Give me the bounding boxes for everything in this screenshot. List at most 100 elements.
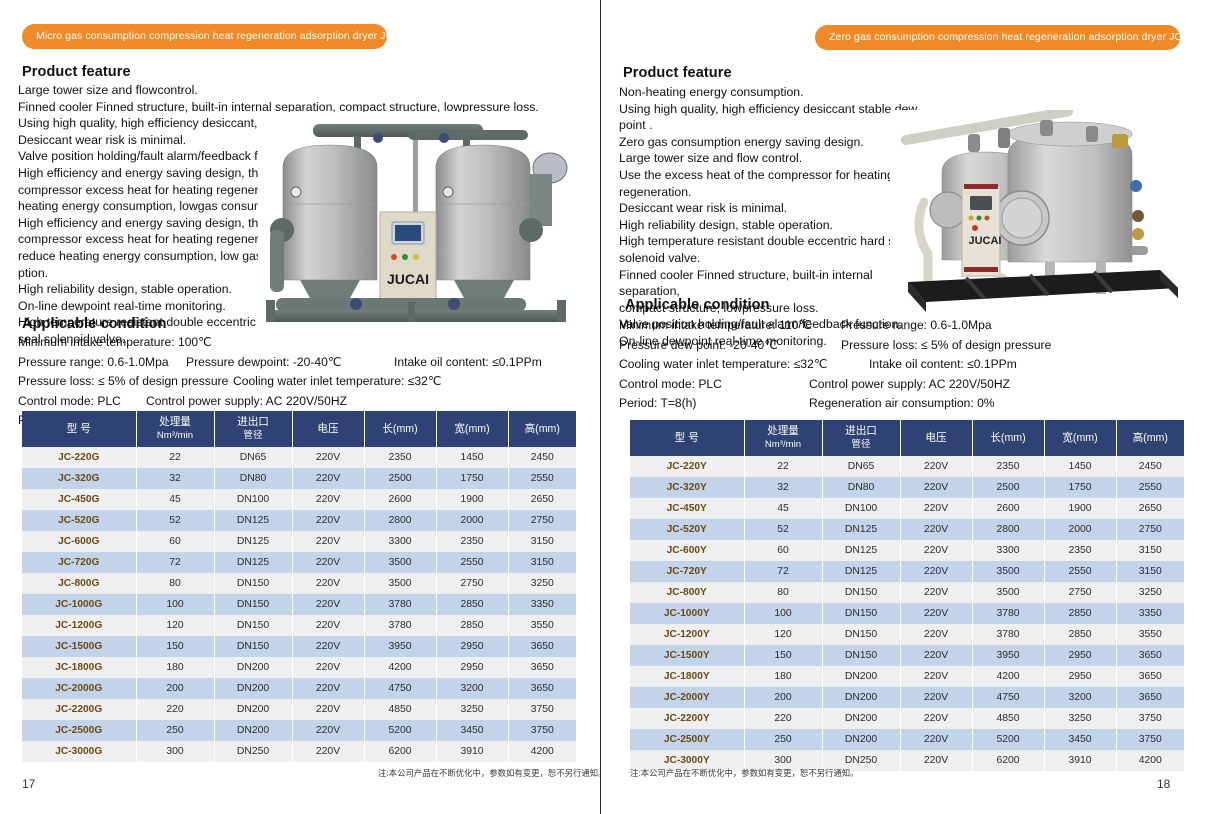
cell-value: 1900	[436, 489, 509, 510]
applicable-condition-list-right: Minimum intake temperature: 110℃ Pressure…	[619, 316, 1189, 414]
cell-value: DN125	[822, 540, 901, 561]
cell-value: 2850	[1044, 603, 1117, 624]
cell-value: 220V	[292, 552, 365, 573]
spec-table-header-cell: 型 号	[630, 420, 745, 456]
cell-model: JC-1800Y	[630, 666, 745, 687]
cell-value: 3500	[364, 573, 437, 594]
feature-item: Valve position holding/fault alarm/feedb…	[619, 317, 902, 332]
cell-value: 2350	[972, 456, 1045, 477]
cell-value: 220V	[292, 468, 365, 489]
cell-value: 2550	[436, 552, 509, 573]
cell-value: 3500	[364, 552, 437, 573]
cell-value: 4200	[1116, 750, 1184, 771]
cell-model: JC-220Y	[630, 456, 745, 477]
table-row: JC-2000Y 200 DN200 220V 4750 3200 3650	[630, 687, 1184, 708]
spec-table-header-cell: 宽(mm)	[1044, 420, 1117, 456]
cell-value: 3910	[436, 741, 509, 762]
cell-value: 1750	[436, 468, 509, 489]
feature-item: High reliability design, stable operatio…	[619, 217, 833, 232]
feature-item: High temperature resistant double eccent…	[18, 315, 284, 346]
condition-row: Pressure dew point: -20-40℃ Pressure loss…	[619, 336, 1189, 356]
cell-value: 3650	[1116, 666, 1184, 687]
cell-value: 100	[744, 603, 823, 624]
cell-value: 2350	[436, 531, 509, 552]
header-sub: 管径	[243, 430, 263, 441]
cell-value: 220V	[292, 720, 365, 741]
cell-value: 2650	[1116, 498, 1184, 519]
table-row: JC-600G 60 DN125 220V 3300 2350 3150	[22, 531, 576, 552]
cell-value: DN125	[214, 531, 293, 552]
cell-value: 3650	[508, 678, 576, 699]
cell-value: DN200	[822, 666, 901, 687]
cell-value: 3250	[1116, 582, 1184, 603]
cell-value: 2000	[436, 510, 509, 531]
cell-model: JC-3000Y	[630, 750, 745, 771]
feature-item: Large tower size and flow control.	[619, 151, 803, 166]
header-main: 电压	[925, 431, 947, 444]
header-main: 宽(mm)	[1062, 431, 1098, 444]
cell-value: 120	[744, 624, 823, 645]
table-row: JC-2500G 250 DN200 220V 5200 3450 3750	[22, 720, 576, 741]
cell-value: 4850	[364, 699, 437, 720]
cell-value: 2850	[1044, 624, 1117, 645]
condition-item: Intake oil content: ≤0.1PPm	[394, 354, 542, 369]
table-row: JC-1000G 100 DN150 220V 3780 2850 3350	[22, 594, 576, 615]
cell-value: DN150	[822, 603, 901, 624]
table-row: JC-220G 22 DN65 220V 2350 1450 2450	[22, 447, 576, 468]
cell-value: 3550	[1116, 624, 1184, 645]
table-row: JC-1200G 120 DN150 220V 3780 2850 3550	[22, 615, 576, 636]
table-row: JC-320G 32 DN80 220V 2500 1750 2550	[22, 468, 576, 489]
cell-value: 220	[744, 708, 823, 729]
cell-value: 3450	[436, 720, 509, 741]
cell-value: 4200	[972, 666, 1045, 687]
condition-row: Period: T=8(h) Regeneration air consumpti…	[619, 394, 1189, 414]
cell-value: 2450	[1116, 456, 1184, 477]
cell-value: 2750	[1116, 519, 1184, 540]
cell-value: 220V	[292, 678, 365, 699]
table-row: JC-450G 45 DN100 220V 2600 1900 2650	[22, 489, 576, 510]
cell-value: 3650	[508, 657, 576, 678]
table-row: JC-800Y 80 DN150 220V 3500 2750 3250	[630, 582, 1184, 603]
table-row: JC-3000Y 300 DN250 220V 6200 3910 4200	[630, 750, 1184, 771]
cell-value: 220V	[292, 636, 365, 657]
cell-value: DN250	[822, 750, 901, 771]
cell-value: 2550	[508, 468, 576, 489]
feature-item: High temperature resistant double eccent…	[619, 234, 911, 265]
applicable-condition-heading-right: Applicable condition	[625, 297, 770, 313]
cell-model: JC-720Y	[630, 561, 745, 582]
cell-value: 52	[136, 510, 215, 531]
cell-value: 3550	[508, 615, 576, 636]
cell-model: JC-600G	[22, 531, 137, 552]
cell-value: 45	[744, 498, 823, 519]
condition-item: Pressure dewpoint: -20-40℃	[186, 354, 342, 369]
condition-row: Minimum intake temperature: 100℃	[18, 333, 578, 353]
cell-value: DN250	[214, 741, 293, 762]
product-photo-left: JUCAI	[258, 112, 588, 332]
condition-item: Regeneration air consumption: 0%	[809, 396, 995, 410]
cell-value: 2600	[364, 489, 437, 510]
cell-model: JC-600Y	[630, 540, 745, 561]
cell-value: 6200	[364, 741, 437, 762]
cell-model: JC-2500G	[22, 720, 137, 741]
cell-model: JC-520G	[22, 510, 137, 531]
cell-value: DN100	[822, 498, 901, 519]
table-row: JC-2200G 220 DN200 220V 4850 3250 3750	[22, 699, 576, 720]
cell-value: 3780	[972, 603, 1045, 624]
cell-value: DN200	[214, 657, 293, 678]
cell-value: 2950	[436, 657, 509, 678]
condition-item: Control mode: PLC	[18, 393, 121, 408]
cell-value: 2850	[436, 594, 509, 615]
cell-value: DN80	[214, 468, 293, 489]
cell-value: 2750	[1044, 582, 1117, 603]
spec-table-header-cell: 高(mm)	[1116, 420, 1184, 456]
cell-value: 220V	[292, 573, 365, 594]
cell-model: JC-800Y	[630, 582, 745, 603]
condition-item: Intake oil content: ≤0.1PPm	[869, 357, 1017, 371]
cell-value: 32	[136, 468, 215, 489]
cell-value: DN200	[822, 729, 901, 750]
feature-item: Desiccant wear risk is minimal.	[18, 132, 187, 147]
cell-value: 1450	[1044, 456, 1117, 477]
cell-value: 220V	[900, 498, 973, 519]
cell-value: 3500	[972, 582, 1045, 603]
header-main: 宽(mm)	[454, 422, 490, 435]
